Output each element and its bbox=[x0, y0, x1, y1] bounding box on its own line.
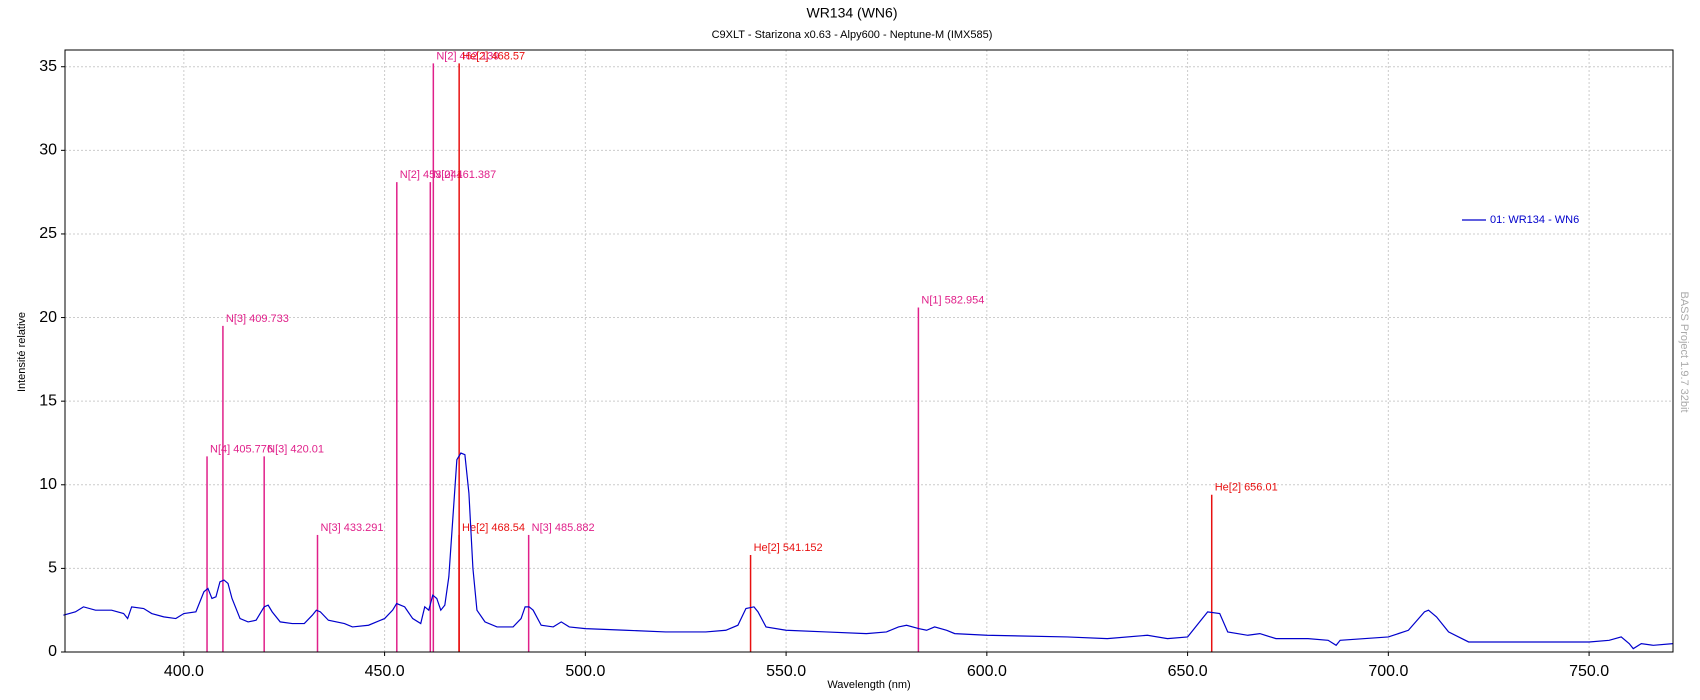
y-tick-label: 10 bbox=[39, 476, 57, 493]
emission-label: N[3] 420.01 bbox=[267, 443, 324, 455]
y-tick-label: 15 bbox=[39, 392, 57, 409]
y-tick-label: 5 bbox=[48, 560, 57, 577]
y-tick-label: 20 bbox=[39, 309, 57, 326]
emission-label: He[2] 656.01 bbox=[1215, 482, 1278, 494]
plot-frame bbox=[64, 49, 1674, 653]
chart-title: WR134 (WN6) bbox=[806, 5, 897, 21]
x-tick-label: 400.0 bbox=[164, 663, 204, 680]
y-tick-label: 0 bbox=[48, 643, 57, 660]
legend-label: 01: WR134 - WN6 bbox=[1490, 214, 1579, 226]
emission-label: He[2] 468.54 bbox=[462, 522, 525, 534]
emission-label: N[2] 453.041 bbox=[400, 169, 463, 181]
emission-label: N[2] 462.139 bbox=[436, 50, 499, 62]
x-tick-label: 500.0 bbox=[565, 663, 605, 680]
emission-label: N[4] 405.776 bbox=[210, 443, 273, 455]
emission-label: N[1] 582.954 bbox=[921, 294, 984, 306]
x-tick-label: 650.0 bbox=[1168, 663, 1208, 680]
watermark: BASS Project 1.9.7 32bit bbox=[1678, 291, 1690, 412]
x-tick-label: 450.0 bbox=[365, 663, 405, 680]
x-tick-label: 700.0 bbox=[1368, 663, 1408, 680]
y-tick-label: 25 bbox=[39, 225, 57, 242]
x-axis-label: Wavelength (nm) bbox=[827, 679, 910, 691]
y-axis-label: Intensité relative bbox=[16, 312, 28, 392]
x-tick-label: 600.0 bbox=[967, 663, 1007, 680]
spectrum-line bbox=[63, 452, 1674, 650]
plot-area bbox=[65, 50, 1673, 652]
x-tick-label: 750.0 bbox=[1569, 663, 1609, 680]
emission-label: N[3] 409.733 bbox=[226, 313, 289, 325]
emission-label: N[3] 433.291 bbox=[321, 522, 384, 534]
emission-label: N[2] 461.387 bbox=[433, 169, 496, 181]
emission-label: He[2] 541.152 bbox=[754, 542, 823, 554]
emission-label: N[3] 485.882 bbox=[532, 522, 595, 534]
chart-subtitle: C9XLT - Starizona x0.63 - Alpy600 - Nept… bbox=[712, 29, 993, 41]
emission-label: He[2] 468.57 bbox=[462, 50, 525, 62]
y-tick-label: 35 bbox=[39, 58, 57, 75]
y-tick-label: 30 bbox=[39, 142, 57, 159]
x-tick-label: 550.0 bbox=[766, 663, 806, 680]
